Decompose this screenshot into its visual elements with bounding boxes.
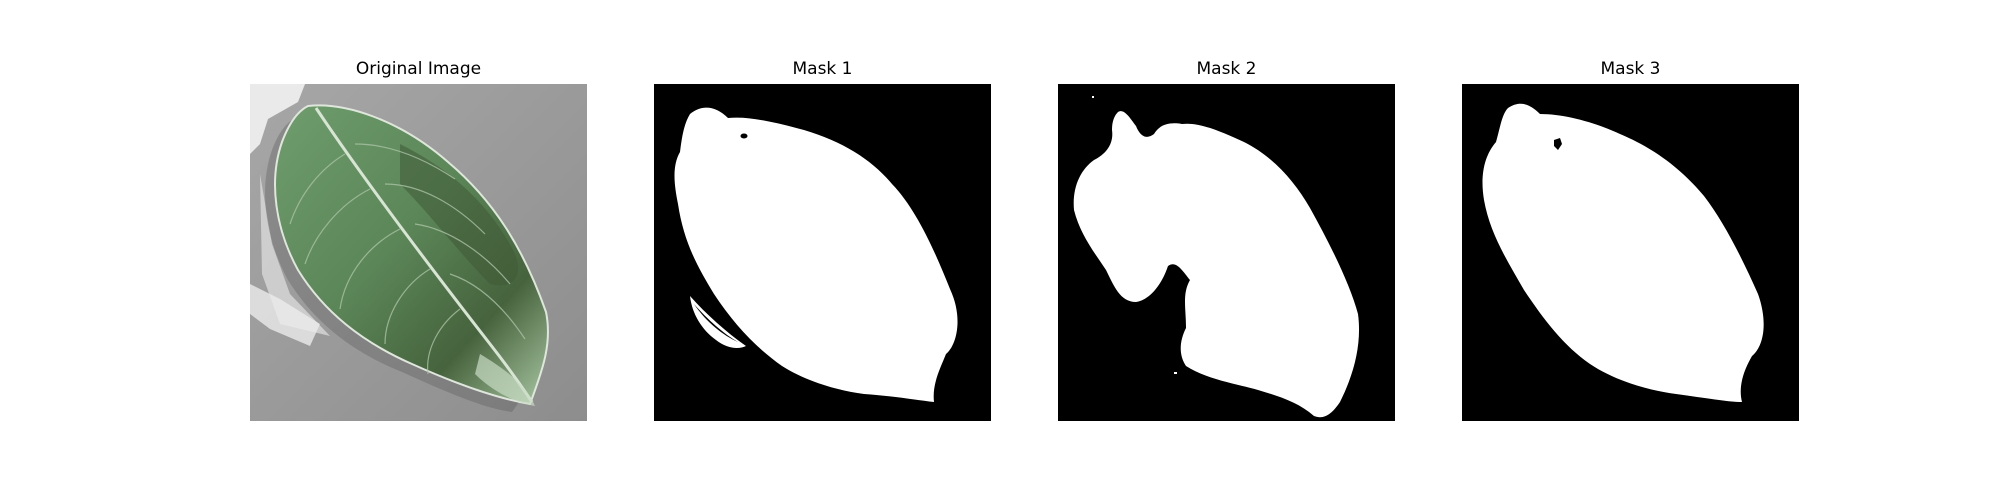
mask-leaf-region bbox=[1073, 111, 1360, 418]
original-leaf-image bbox=[250, 84, 587, 421]
mask-2-image bbox=[1058, 84, 1395, 421]
leaf-midrib bbox=[314, 107, 534, 403]
panel-title: Mask 1 bbox=[792, 59, 853, 79]
panel-title: Mask 2 bbox=[1196, 59, 1257, 79]
mask-leaf-region bbox=[1482, 103, 1764, 403]
mask-1-image bbox=[654, 84, 991, 421]
panel-original-image: Original Image bbox=[250, 57, 587, 437]
mask-leaf-region bbox=[674, 107, 958, 402]
panel-mask-1: Mask 1 bbox=[654, 57, 991, 437]
leaf-veins bbox=[289, 143, 526, 375]
panel-mask-2: Mask 2 bbox=[1058, 57, 1395, 437]
mask-fragment bbox=[690, 296, 746, 348]
mask-3-image bbox=[1462, 84, 1799, 421]
panel-mask-3: Mask 3 bbox=[1462, 57, 1799, 437]
panel-title: Mask 3 bbox=[1600, 59, 1661, 79]
panel-title: Original Image bbox=[355, 59, 482, 79]
